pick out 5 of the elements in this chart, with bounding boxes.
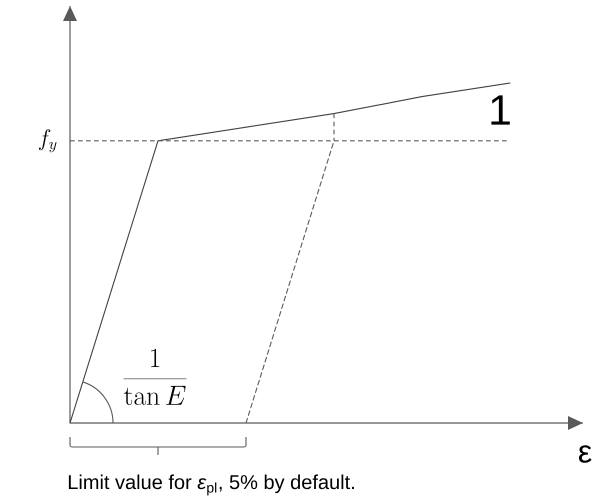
annotation: $\frac{1}{\tan E}$ [124, 348, 186, 405]
text: Limit value for ε$_{pl}$, 5% by default. [68, 474, 354, 496]
annotation: 1 [491, 95, 510, 125]
ref-line-label: $f_y$ [38, 129, 57, 152]
x-axis-title: ε [578, 445, 592, 463]
